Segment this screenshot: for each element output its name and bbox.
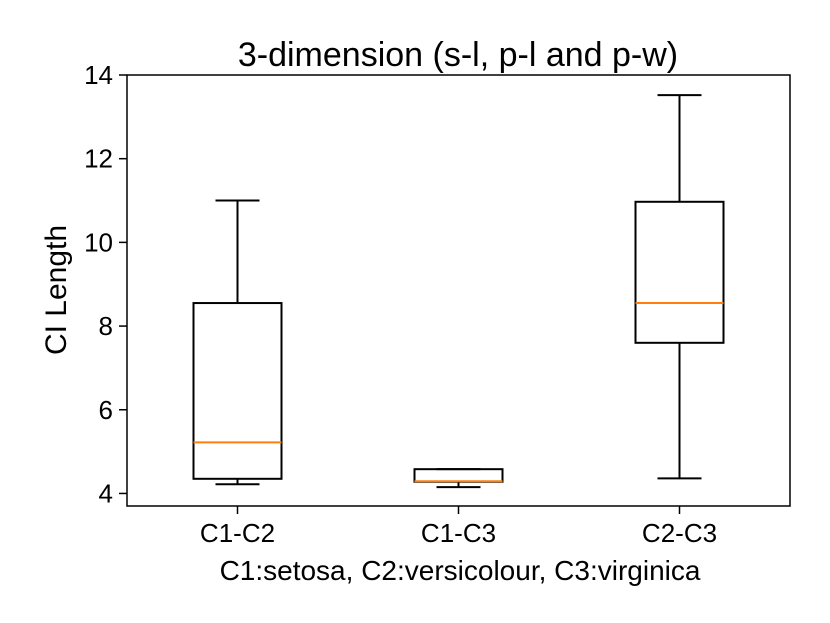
box (634, 200, 725, 344)
x-axis-label: C1:setosa, C2:versicolour, C3:virginica (220, 555, 701, 586)
y-tick-label: 4 (99, 478, 113, 508)
box (192, 302, 283, 480)
chart-title: 3-dimension (s-l, p-l and p-w) (238, 36, 678, 74)
x-tick-label: C1-C3 (421, 518, 496, 548)
box (413, 468, 504, 483)
y-axis-label: CI Length (40, 225, 73, 355)
x-tick-label: C1-C2 (200, 518, 275, 548)
y-tick-label: 12 (84, 144, 113, 174)
chart-marks: 4 6 8 10 12 14 C1-C2 C1-C3 C2-C3 (84, 60, 725, 548)
y-tick-label: 14 (84, 60, 113, 90)
y-tick-label: 6 (99, 395, 113, 425)
plot-frame (126, 74, 791, 507)
y-tick-label: 8 (99, 311, 113, 341)
x-tick-label: C2-C3 (642, 518, 717, 548)
y-tick-label: 10 (84, 227, 113, 257)
